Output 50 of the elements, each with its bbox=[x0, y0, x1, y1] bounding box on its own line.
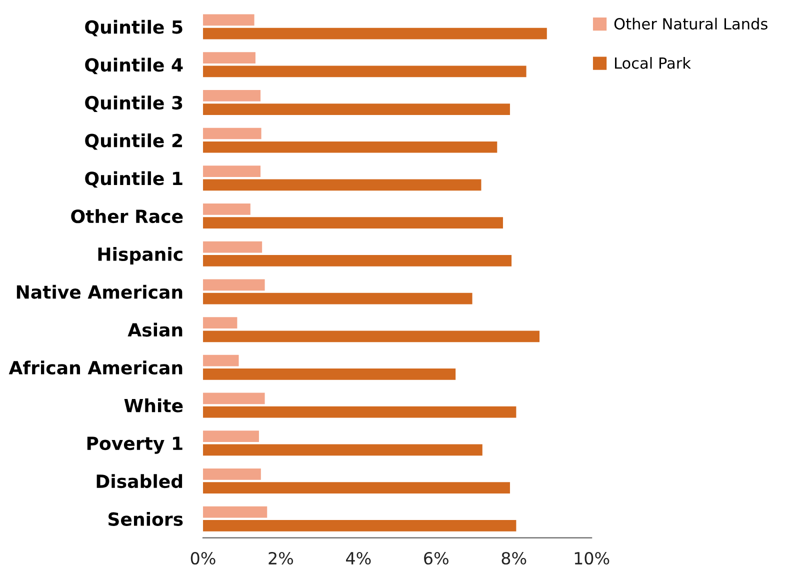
bar bbox=[203, 217, 503, 229]
x-tick-label: 6% bbox=[424, 552, 448, 565]
bar bbox=[203, 330, 540, 342]
y-tick-label: African American bbox=[8, 360, 182, 375]
legend-label: Local Park bbox=[615, 57, 691, 69]
bar bbox=[203, 279, 265, 291]
bar bbox=[203, 66, 526, 78]
bar bbox=[203, 392, 265, 404]
bar bbox=[203, 14, 254, 26]
bar bbox=[203, 317, 238, 328]
y-tick-label: Other Race bbox=[71, 209, 183, 224]
bar bbox=[203, 406, 516, 418]
y-tick-label: Asian bbox=[128, 322, 182, 337]
bar bbox=[203, 444, 482, 456]
bar bbox=[203, 430, 259, 442]
y-tick-label: Hispanic bbox=[98, 247, 182, 264]
bar bbox=[203, 354, 239, 366]
x-tick-label: 4% bbox=[346, 552, 371, 565]
y-tick-label: Poverty 1 bbox=[87, 436, 182, 454]
bar bbox=[203, 241, 262, 253]
y-tick-label: Native American bbox=[16, 284, 182, 299]
y-tick-label: Quintile 1 bbox=[85, 171, 182, 188]
bar bbox=[203, 204, 250, 215]
bar bbox=[203, 90, 261, 102]
bar bbox=[203, 104, 510, 115]
y-tick-label: Quintile 5 bbox=[85, 20, 182, 36]
bar bbox=[203, 179, 482, 191]
bar bbox=[203, 128, 262, 140]
bar bbox=[203, 255, 512, 266]
y-tick-label: Quintile 4 bbox=[85, 58, 183, 74]
bar bbox=[203, 166, 261, 178]
bar bbox=[203, 28, 547, 40]
y-tick-label: Disabled bbox=[96, 474, 182, 488]
bar bbox=[203, 141, 498, 153]
bar bbox=[203, 520, 516, 532]
x-tick-label: 10% bbox=[574, 552, 610, 565]
bar bbox=[203, 368, 456, 380]
y-tick-label: Seniors bbox=[108, 512, 183, 526]
x-tick-label: 0% bbox=[190, 552, 216, 565]
y-tick-label: Quintile 2 bbox=[85, 133, 182, 150]
bar bbox=[203, 52, 256, 64]
y-tick-label: White bbox=[124, 398, 183, 412]
x-tick-label: 8% bbox=[502, 552, 526, 565]
bar bbox=[203, 292, 472, 304]
bar bbox=[203, 468, 261, 480]
x-tick-label: 2% bbox=[268, 552, 294, 565]
bar bbox=[203, 482, 510, 494]
bar bbox=[203, 506, 268, 518]
legend-label: Other Natural Lands bbox=[614, 18, 768, 30]
y-tick-label: Quintile 3 bbox=[85, 96, 182, 112]
